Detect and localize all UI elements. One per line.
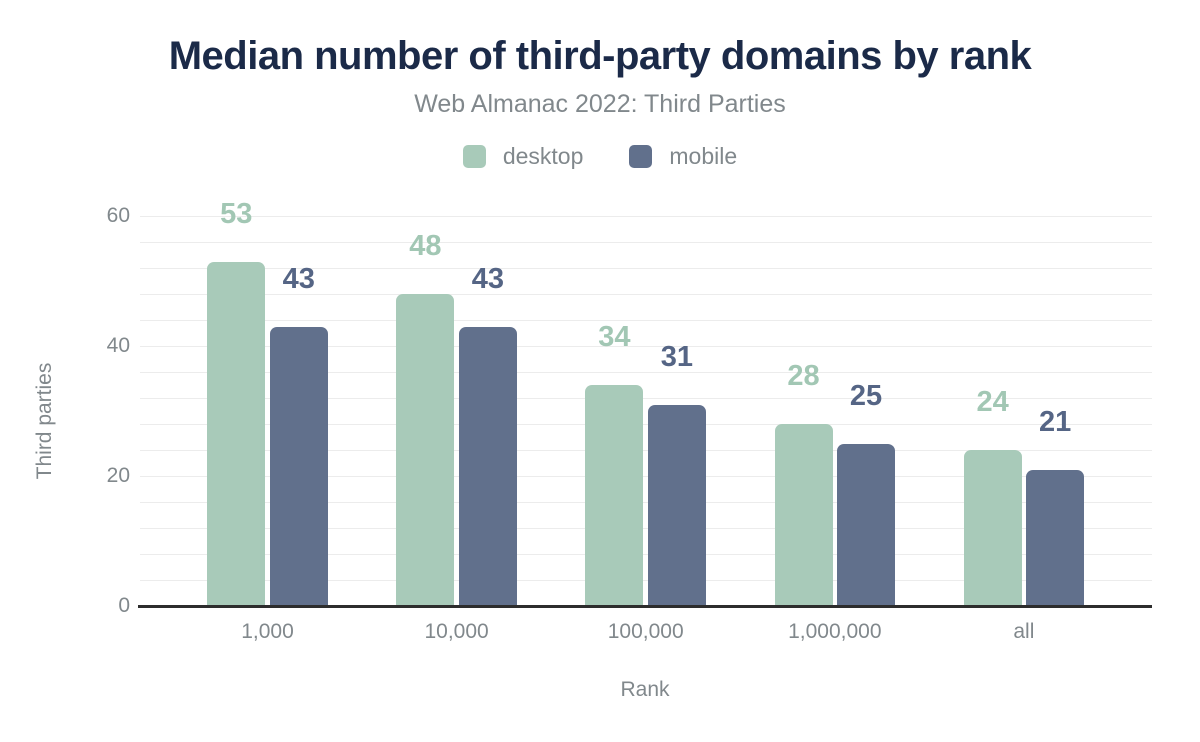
bar-mobile-1000000 — [837, 443, 896, 606]
gridline — [140, 241, 1152, 243]
bar-value-label: 24 — [976, 386, 1009, 418]
bar-value-label: 34 — [598, 321, 631, 353]
legend-swatch-desktop-icon — [462, 145, 486, 168]
x-axis-line — [138, 605, 1152, 608]
gridline — [140, 267, 1152, 269]
bar-mobile-100000 — [647, 404, 706, 606]
x-tick-label: 10,000 — [424, 620, 489, 643]
bar-value-label: 43 — [471, 262, 504, 295]
gridline — [140, 371, 1152, 373]
bar-desktop-100000 — [585, 385, 644, 606]
gridline — [140, 319, 1152, 321]
legend: desktop mobile — [0, 143, 1200, 170]
y-axis-title: Third parties — [33, 362, 56, 480]
gridline — [140, 215, 1152, 217]
chart-title: Median number of third-party domains by … — [168, 34, 1032, 78]
y-tick-label: 60 — [106, 204, 130, 227]
y-tick-label: 0 — [118, 594, 130, 617]
gridline — [140, 423, 1152, 425]
bar-desktop-10000 — [396, 294, 455, 606]
gridline — [140, 501, 1152, 503]
y-tick-label: 40 — [106, 334, 130, 357]
gridline — [140, 345, 1152, 347]
bar-desktop-all — [963, 450, 1022, 606]
bar-value-label: 53 — [220, 197, 253, 230]
bar-mobile-all — [1026, 469, 1085, 606]
gridline — [140, 579, 1152, 581]
x-tick-label: all — [1013, 620, 1035, 643]
legend-item-desktop: desktop — [462, 143, 584, 170]
bar-desktop-1000 — [207, 261, 266, 606]
gridline — [140, 397, 1152, 399]
gridline — [140, 553, 1152, 555]
gridline — [140, 527, 1152, 529]
x-tick-label: 1,000,000 — [788, 620, 882, 643]
legend-label-mobile: mobile — [669, 143, 738, 169]
x-tick-label: 100,000 — [607, 620, 684, 643]
bar-value-label: 28 — [787, 360, 820, 392]
bar-value-label: 48 — [409, 230, 442, 262]
y-tick-label: 20 — [106, 464, 130, 487]
bar-value-label: 21 — [1039, 405, 1072, 438]
bar-value-label: 31 — [660, 340, 694, 373]
bar-mobile-1000 — [269, 326, 328, 606]
bar-value-label: 43 — [282, 262, 315, 295]
gridline — [140, 449, 1152, 451]
gridline — [140, 475, 1152, 477]
x-axis-title: Rank — [620, 678, 670, 701]
x-tick-label: 1,000 — [241, 620, 294, 643]
legend-item-mobile: mobile — [629, 143, 737, 170]
bar-mobile-10000 — [458, 326, 517, 606]
bar-desktop-1000000 — [774, 424, 833, 606]
bar-value-label: 25 — [849, 379, 883, 412]
gridline — [140, 293, 1152, 295]
legend-label-desktop: desktop — [502, 143, 584, 169]
chart-subtitle: Web Almanac 2022: Third Parties — [414, 90, 786, 118]
legend-swatch-mobile-icon — [629, 145, 653, 168]
